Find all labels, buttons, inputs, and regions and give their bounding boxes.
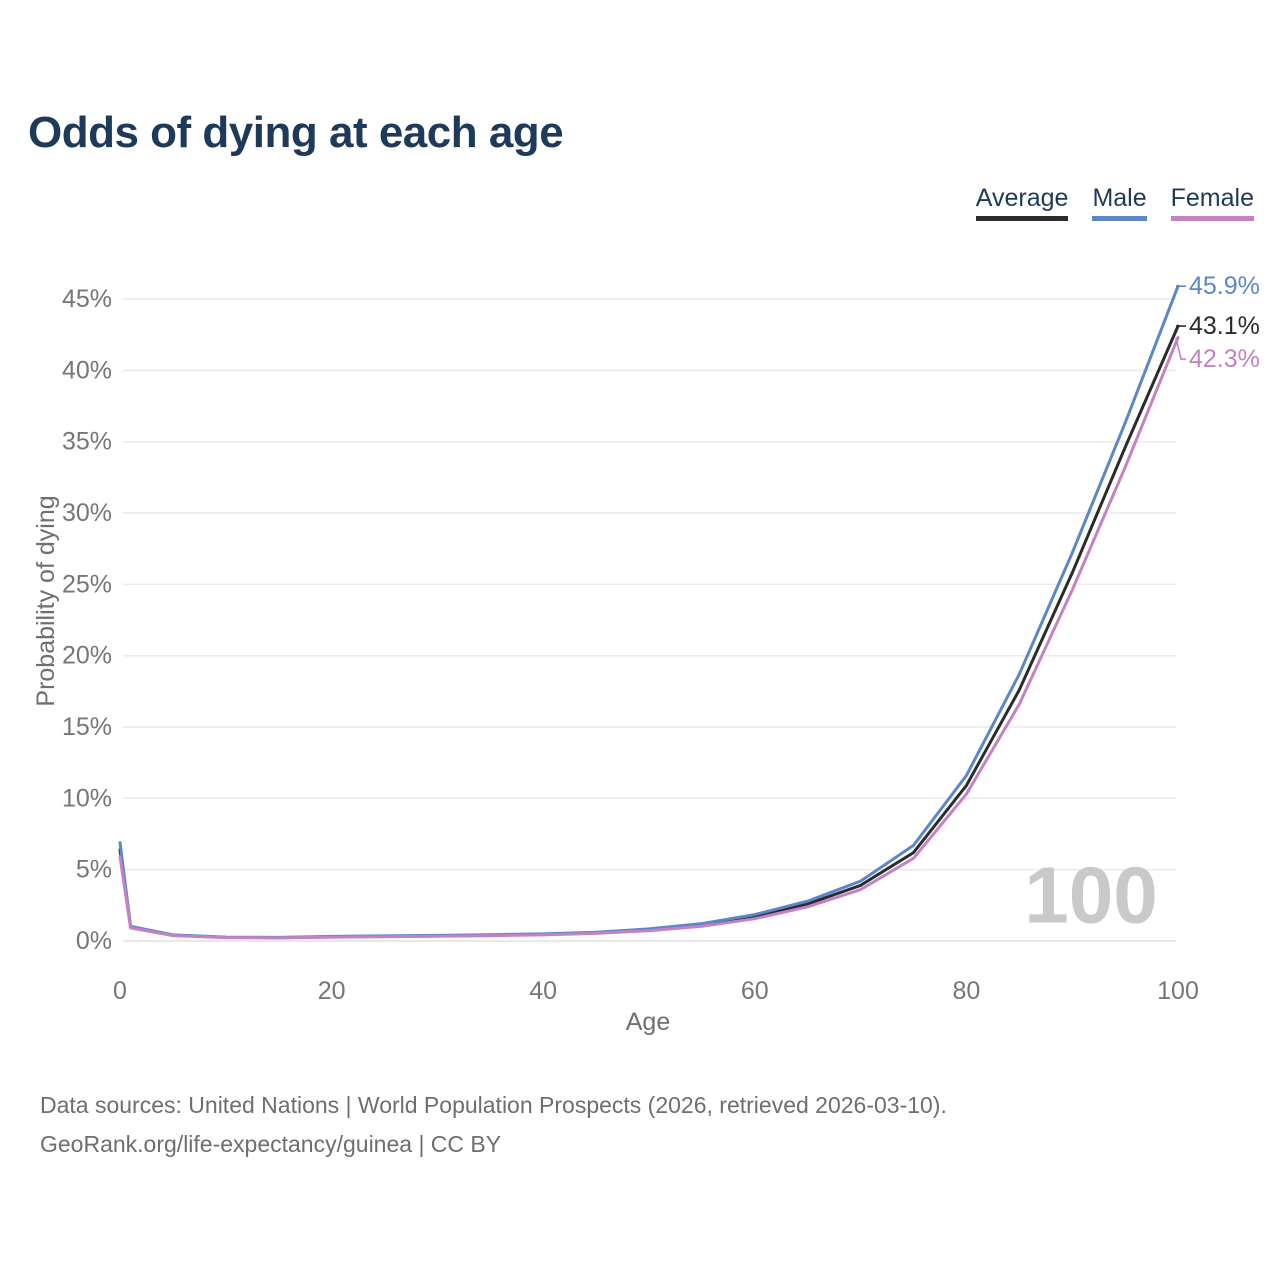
y-axis-tick-label: 25%: [62, 570, 112, 598]
end-value-label-female: 42.3%: [1189, 345, 1260, 373]
legend-item-average[interactable]: Average: [975, 184, 1069, 221]
x-axis-tick-label: 60: [741, 977, 769, 1005]
y-axis-tick-label: 40%: [62, 356, 112, 384]
y-axis-title: Probability of dying: [32, 495, 60, 706]
series-line-average[interactable]: [118, 324, 1180, 940]
x-axis-tick-label: 80: [952, 977, 980, 1005]
series-line-female[interactable]: [118, 336, 1180, 940]
x-axis-tick-label: 0: [113, 977, 127, 1005]
x-axis-title: Age: [626, 1008, 670, 1036]
x-axis-tick-label: 20: [318, 977, 346, 1005]
legend: Average Male Female: [975, 184, 1254, 221]
end-value-label-average: 43.1%: [1189, 312, 1260, 340]
series-line-male[interactable]: [118, 284, 1180, 939]
y-axis-tick-label: 5%: [76, 856, 112, 884]
y-axis-tick-label: 35%: [62, 428, 112, 456]
x-axis-tick-label: 100: [1157, 977, 1199, 1005]
x-axis-tick-label: 40: [529, 977, 557, 1005]
chart-title: Odds of dying at each age: [28, 108, 564, 157]
y-axis-tick-label: 10%: [62, 784, 112, 812]
y-axis-tick-label: 45%: [62, 285, 112, 313]
y-axis-tick-label: 15%: [62, 713, 112, 741]
watermark-label: 100: [1024, 851, 1157, 940]
legend-item-female[interactable]: Female: [1170, 184, 1254, 221]
line-chart[interactable]: 100 0% 5% 10% 15% 20% 25% 30% 35% 40% 45% 0 20 40 60 80…: [0, 0, 1280, 1060]
end-value-label-male: 45.9%: [1189, 272, 1260, 300]
y-axis-tick-label: 0%: [76, 927, 112, 955]
footer-source-line: Data sources: United Nations | World Pop…: [40, 1092, 947, 1118]
footer-license-line: GeoRank.org/life-expectancy/guinea | CC …: [40, 1131, 502, 1157]
y-axis-tick-label: 30%: [62, 499, 112, 527]
end-label-connector-female: [1175, 337, 1186, 360]
y-axis-tick-label: 20%: [62, 642, 112, 670]
footer: Data sources: United Nations | World Pop…: [40, 1086, 947, 1164]
legend-item-male[interactable]: Male: [1092, 184, 1147, 221]
